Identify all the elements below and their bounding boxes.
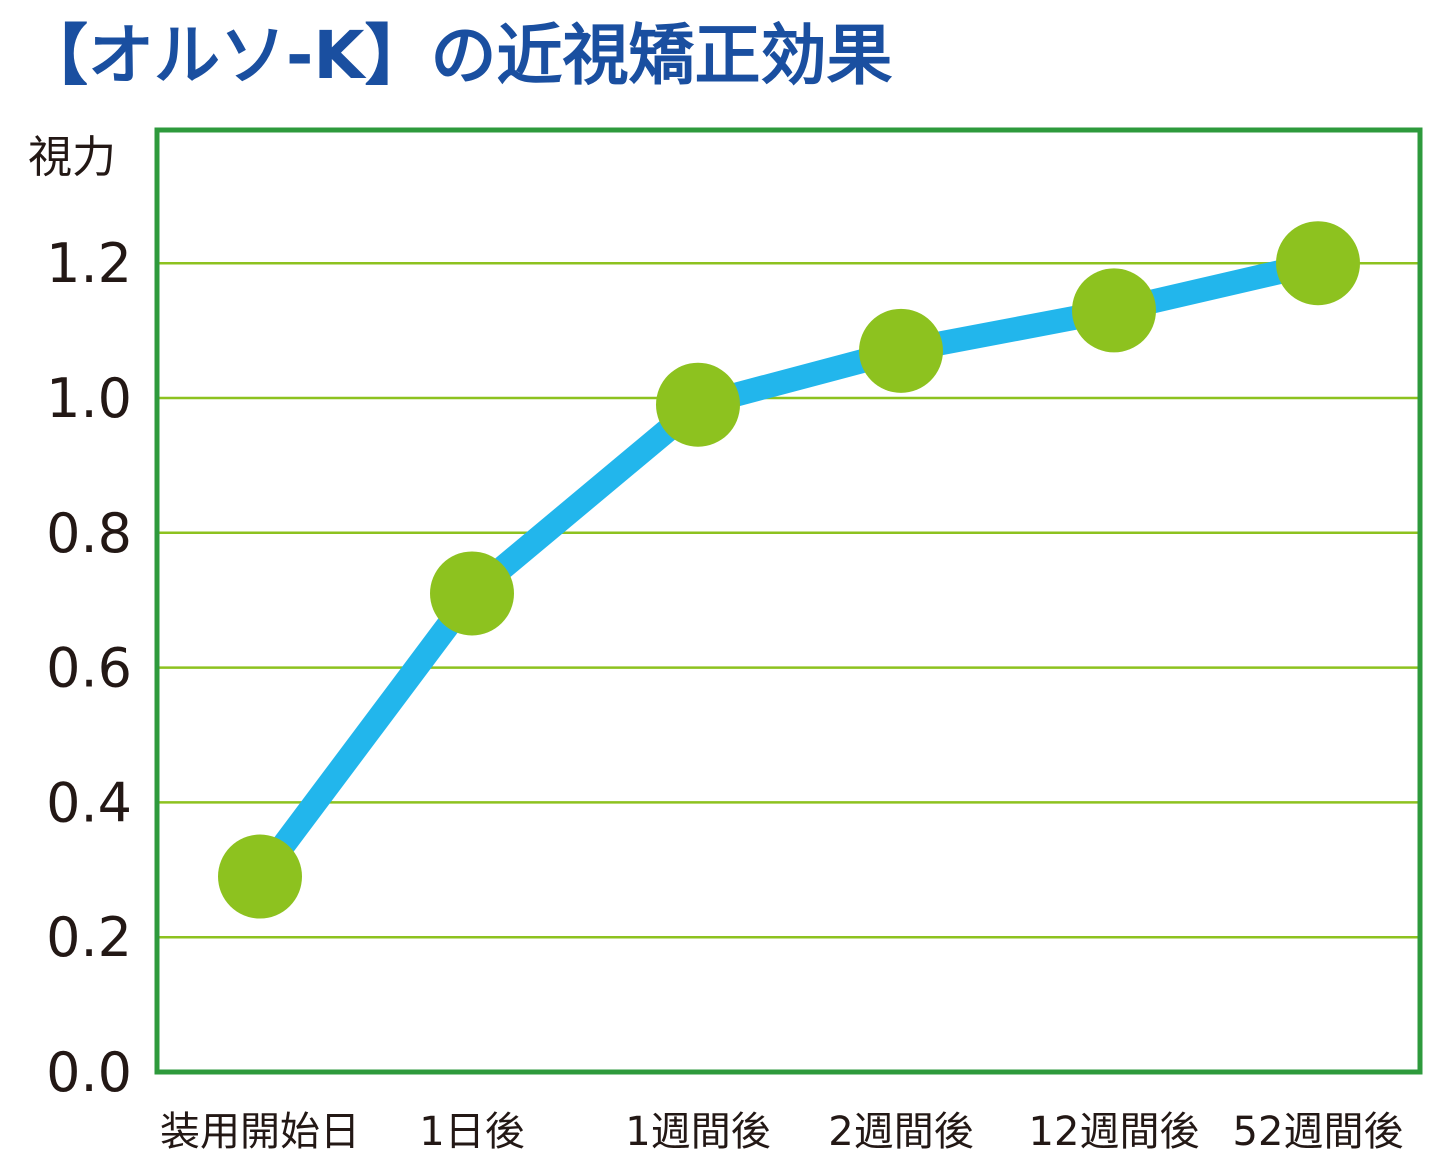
plot-frame (154, 127, 1423, 1075)
x-category-1: 装用開始日 (160, 1109, 360, 1155)
data-point-52週間後 (1276, 221, 1360, 306)
y-axis-label: 視力 (28, 132, 116, 183)
y-tick-0.6: 0.6 (46, 637, 132, 700)
x-category-3: 1週間後 (625, 1109, 770, 1155)
data-point-1週間後 (656, 362, 740, 447)
x-category-4: 2週間後 (828, 1109, 973, 1155)
gridlines (157, 261, 1420, 939)
y-tick-1.0: 1.0 (46, 367, 132, 430)
data-point-2週間後 (859, 308, 943, 393)
x-category-labels: 装用開始日 1日後 1週間後 2週間後 12週間後 52週間後 (160, 1109, 1403, 1155)
x-category-5: 12週間後 (1029, 1109, 1200, 1155)
chart-title: 【オルソ-K】の近視矯正効果 (22, 17, 893, 94)
series-line (248, 251, 1330, 889)
data-point-12週間後 (1072, 268, 1156, 353)
y-tick-1.2: 1.2 (46, 232, 132, 295)
x-category-2: 1日後 (419, 1109, 524, 1155)
y-tick-0.2: 0.2 (46, 906, 132, 969)
data-point-装用開始日 (218, 834, 302, 919)
series-line-layer (248, 251, 1330, 889)
data-point-1日後 (430, 551, 514, 636)
x-category-6: 52週間後 (1233, 1109, 1404, 1155)
y-tick-labels: 0.0 0.2 0.4 0.6 0.8 1.0 1.2 (46, 232, 132, 1104)
data-points (218, 221, 1360, 919)
y-tick-0.8: 0.8 (46, 502, 132, 565)
y-tick-0.0: 0.0 (46, 1041, 132, 1104)
y-tick-0.4: 0.4 (46, 771, 132, 834)
